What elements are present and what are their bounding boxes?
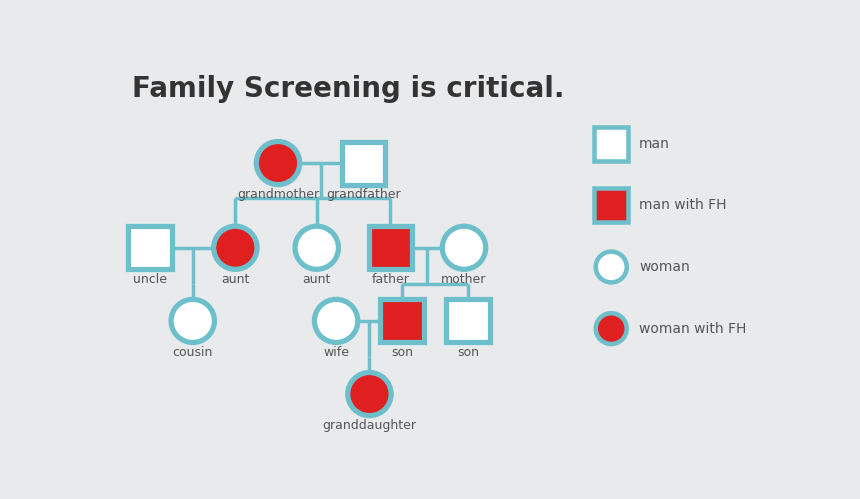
Text: mother: mother [441, 273, 487, 286]
Circle shape [295, 226, 339, 269]
Text: man: man [639, 137, 670, 151]
FancyBboxPatch shape [446, 299, 489, 342]
Text: Family Screening is critical.: Family Screening is critical. [132, 74, 564, 102]
Text: son: son [457, 346, 479, 359]
Text: father: father [372, 273, 409, 286]
FancyBboxPatch shape [369, 226, 412, 269]
FancyBboxPatch shape [594, 189, 629, 223]
FancyBboxPatch shape [380, 299, 424, 342]
FancyBboxPatch shape [128, 226, 172, 269]
Text: cousin: cousin [173, 346, 213, 359]
Circle shape [315, 299, 358, 342]
Text: aunt: aunt [303, 273, 331, 286]
Circle shape [213, 226, 257, 269]
Text: son: son [391, 346, 413, 359]
Circle shape [596, 313, 627, 344]
Text: man with FH: man with FH [639, 199, 727, 213]
Text: woman with FH: woman with FH [639, 322, 746, 336]
Circle shape [347, 372, 391, 416]
Text: granddaughter: granddaughter [322, 420, 416, 433]
Text: grandfather: grandfather [326, 189, 401, 202]
FancyBboxPatch shape [594, 127, 629, 161]
Circle shape [171, 299, 214, 342]
Text: wife: wife [323, 346, 349, 359]
Text: uncle: uncle [133, 273, 167, 286]
Circle shape [596, 251, 627, 282]
Circle shape [256, 142, 299, 185]
Text: woman: woman [639, 260, 690, 274]
Text: grandmother: grandmother [237, 189, 319, 202]
Circle shape [442, 226, 486, 269]
Text: aunt: aunt [221, 273, 249, 286]
FancyBboxPatch shape [341, 142, 385, 185]
